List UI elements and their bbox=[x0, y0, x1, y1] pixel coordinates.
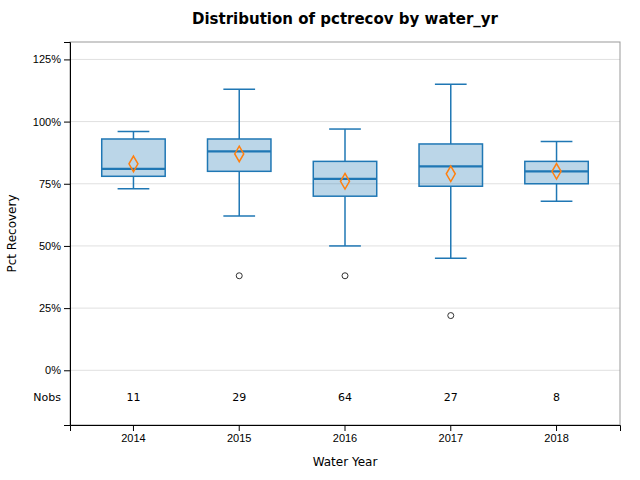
upper-cap bbox=[329, 128, 361, 130]
x-tick: 2015 bbox=[227, 425, 251, 444]
y-tick: 125% bbox=[33, 53, 70, 65]
x-tick-mark bbox=[345, 425, 346, 431]
y-tick-mark bbox=[64, 370, 70, 371]
grid-line bbox=[70, 245, 620, 246]
y-tick: 50% bbox=[39, 240, 70, 252]
chart: 0% 25% 50% 75% 100% 125% 2014 2015 2016 2017 2018 N… bbox=[0, 0, 640, 480]
title: Distribution of pctrecov by water_yr bbox=[192, 10, 499, 28]
mean-marker bbox=[552, 164, 561, 180]
y-tick-label: 75% bbox=[39, 178, 61, 190]
median bbox=[525, 170, 588, 172]
nobs-value: 8 bbox=[553, 391, 560, 404]
lower-whisker bbox=[450, 186, 452, 258]
lower-cap bbox=[223, 215, 255, 217]
box bbox=[419, 144, 482, 186]
mean-marker bbox=[341, 173, 350, 189]
x-tick-mark bbox=[556, 425, 557, 431]
mean-marker bbox=[235, 146, 244, 162]
lower-cap bbox=[435, 258, 467, 260]
y-tick-mark bbox=[64, 122, 70, 123]
y-tick: 75% bbox=[39, 178, 70, 190]
y-tick-label: 50% bbox=[39, 240, 61, 252]
nobs-value: 11 bbox=[126, 391, 140, 404]
box bbox=[313, 161, 376, 196]
y-tick-mark bbox=[64, 184, 70, 185]
grid-line bbox=[70, 370, 620, 371]
y-tick-label: 125% bbox=[33, 53, 61, 65]
upper-cap bbox=[541, 141, 573, 143]
median bbox=[208, 150, 271, 152]
lower-whisker bbox=[344, 196, 346, 246]
x-tick-label: 2016 bbox=[333, 432, 357, 444]
median bbox=[313, 178, 376, 180]
marks bbox=[102, 84, 589, 318]
x-tick-label: 2017 bbox=[439, 432, 463, 444]
median bbox=[102, 168, 165, 170]
mean-marker bbox=[129, 156, 138, 172]
y-axis-title: Pct Recovery bbox=[5, 195, 19, 273]
lower-cap bbox=[329, 245, 361, 247]
box-group bbox=[313, 129, 376, 279]
box-group bbox=[419, 84, 482, 318]
x-tick-mark bbox=[239, 425, 240, 431]
y-tick-mark bbox=[64, 246, 70, 247]
upper-cap bbox=[223, 89, 255, 91]
upper-whisker bbox=[344, 129, 346, 161]
upper-cap bbox=[435, 84, 467, 86]
y-tick: 0% bbox=[45, 364, 70, 376]
x-tick-label: 2018 bbox=[544, 432, 568, 444]
y-tick-mark bbox=[64, 308, 70, 309]
lower-cap bbox=[541, 200, 573, 202]
grid bbox=[70, 59, 620, 370]
x-tick: 2016 bbox=[333, 425, 357, 444]
lower-whisker bbox=[556, 184, 558, 201]
lower-whisker bbox=[133, 176, 135, 188]
box bbox=[208, 139, 271, 171]
lower-cap bbox=[118, 188, 150, 190]
x-tick-mark bbox=[450, 425, 451, 431]
upper-whisker bbox=[238, 89, 240, 139]
y-tick: 25% bbox=[39, 302, 70, 314]
lower-whisker bbox=[238, 171, 240, 216]
flier bbox=[236, 273, 242, 279]
y-tick-mark bbox=[64, 59, 70, 60]
flier bbox=[448, 313, 454, 319]
grid-line bbox=[70, 308, 620, 309]
y-tick-label: 100% bbox=[33, 116, 61, 128]
x-axis-title: Water Year bbox=[313, 455, 378, 469]
grid-line bbox=[70, 121, 620, 122]
y-axis-line bbox=[64, 43, 71, 426]
x-axis-line bbox=[71, 426, 621, 432]
y-tick-label: 25% bbox=[39, 302, 61, 314]
upper-whisker bbox=[133, 132, 135, 139]
y-tick: 100% bbox=[33, 116, 70, 128]
x-tick: 2017 bbox=[439, 425, 463, 444]
box-group bbox=[525, 141, 588, 201]
box-group bbox=[102, 132, 165, 189]
plot-frame bbox=[70, 42, 620, 425]
nobs-value: 27 bbox=[444, 391, 458, 404]
box bbox=[102, 139, 165, 176]
x-tick-label: 2015 bbox=[227, 432, 251, 444]
grid-line bbox=[70, 59, 620, 60]
y-tick-label: 0% bbox=[45, 364, 61, 376]
texts: Nobs 11 29 64 27 8 bbox=[33, 391, 560, 404]
nobs-value: 29 bbox=[232, 391, 246, 404]
nobs-label: Nobs bbox=[33, 391, 61, 404]
nobs-value: 64 bbox=[338, 391, 352, 404]
y-axis: 0% 25% 50% 75% 100% 125% bbox=[33, 43, 71, 426]
box-group bbox=[208, 89, 271, 279]
mean-marker bbox=[446, 166, 455, 182]
x-tick-mark bbox=[133, 425, 134, 431]
x-axis: 2014 2015 2016 2017 2018 bbox=[71, 425, 621, 444]
flier bbox=[342, 273, 348, 279]
upper-cap bbox=[118, 131, 150, 133]
box bbox=[525, 161, 588, 183]
x-tick-label: 2014 bbox=[121, 432, 145, 444]
upper-whisker bbox=[556, 141, 558, 161]
x-tick: 2018 bbox=[544, 425, 568, 444]
x-tick: 2014 bbox=[121, 425, 145, 444]
upper-whisker bbox=[450, 84, 452, 144]
